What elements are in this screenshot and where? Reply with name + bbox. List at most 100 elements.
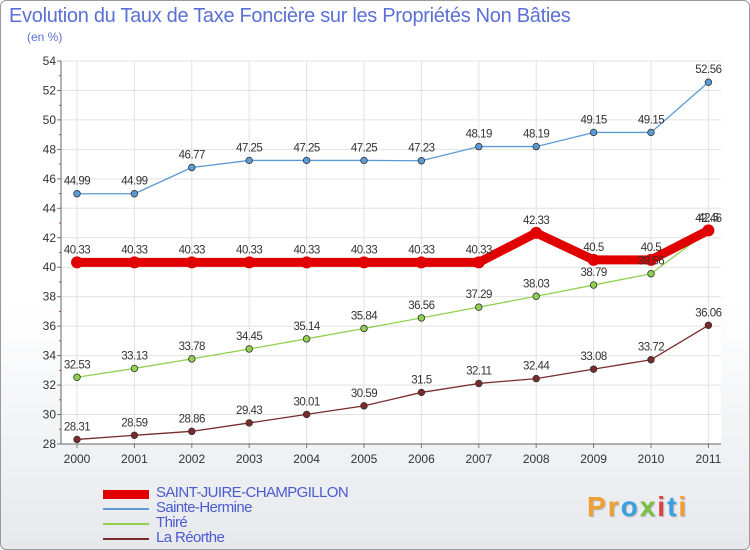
x-tick-label: 2003 [236, 452, 263, 466]
chart-subtitle: (en %) [27, 30, 63, 44]
data-label: 48.19 [523, 129, 549, 141]
data-point [130, 431, 139, 440]
data-point [302, 156, 311, 165]
data-label: 40.33 [351, 244, 377, 256]
data-point [647, 128, 655, 137]
data-point [589, 128, 598, 137]
data-label: 36.56 [408, 300, 434, 312]
data-point [589, 281, 598, 289]
logo-letter: r [607, 491, 621, 522]
logo-letter: o [620, 491, 640, 522]
data-point [417, 314, 426, 322]
data-point [702, 224, 715, 237]
data-label: 30.59 [351, 388, 377, 400]
data-point [530, 226, 543, 239]
y-tick-label: 44 [43, 201, 57, 215]
data-label: 40.33 [236, 244, 262, 256]
data-label: 39.56 [638, 256, 664, 268]
data-label: 40.5 [583, 242, 603, 254]
data-label: 40.5 [641, 242, 661, 254]
y-tick-label: 46 [43, 172, 57, 186]
data-label: 47.25 [293, 142, 319, 154]
x-tick-label: 2010 [638, 452, 665, 466]
data-label: 34.45 [236, 331, 262, 343]
data-point [704, 78, 713, 86]
data-label: 33.08 [580, 351, 606, 363]
data-label: 35.84 [351, 311, 378, 323]
legend-swatch [103, 523, 149, 525]
x-tick-label: 2001 [121, 452, 148, 466]
data-point [360, 324, 368, 333]
x-tick-label: 2002 [178, 452, 205, 466]
data-label: 42.5 [698, 212, 718, 224]
data-label: 40.33 [466, 244, 492, 256]
data-point [71, 256, 83, 269]
data-point [360, 402, 368, 410]
data-point [417, 388, 426, 397]
x-tick-label: 2008 [523, 452, 550, 466]
logo-letter: x [639, 491, 658, 522]
data-point [245, 345, 253, 353]
legend-swatch [103, 508, 149, 510]
y-tick-label: 50 [43, 113, 57, 127]
data-point [589, 365, 598, 373]
series-line-2 [76, 230, 710, 378]
data-label: 28.59 [121, 417, 147, 429]
data-point [360, 156, 368, 165]
data-label: 47.25 [351, 142, 377, 154]
data-point [188, 163, 196, 172]
data-point [587, 253, 600, 266]
data-label: 47.23 [408, 143, 434, 155]
data-label: 33.78 [179, 341, 205, 353]
data-label: 40.33 [64, 244, 90, 256]
x-tick-label: 2006 [408, 452, 435, 466]
data-label: 28.31 [64, 421, 90, 433]
data-point [417, 157, 426, 165]
x-tick-label: 2000 [64, 452, 91, 466]
data-point [302, 335, 311, 343]
line-chart: 28 30 32 34 36 38 40 42 44 46 48 50 52 54 2000 2001 2002… [43, 54, 723, 466]
data-point [704, 321, 713, 329]
data-point [475, 379, 483, 388]
data-label: 33.13 [121, 350, 147, 362]
data-label: 49.15 [638, 114, 664, 126]
series-line-3 [76, 324, 710, 441]
data-point [73, 373, 81, 381]
data-label: 52.56 [695, 64, 721, 76]
data-label: 36.06 [695, 307, 721, 319]
legend-label: SAINT-JUIRE-CHAMPGILLON [156, 484, 349, 501]
y-tick-label: 32 [43, 378, 57, 392]
data-point [300, 256, 313, 269]
data-label: 38.79 [580, 267, 606, 279]
logo-letter: i [678, 491, 689, 522]
data-point [130, 190, 139, 198]
data-point [475, 142, 483, 151]
data-label: 42.46 [695, 213, 721, 225]
y-tick-label: 40 [43, 260, 57, 274]
y-tick-label: 34 [43, 349, 57, 363]
legend-swatch [103, 538, 149, 540]
data-label: 40.33 [293, 244, 319, 256]
data-label: 40.33 [179, 244, 205, 256]
data-label: 49.15 [580, 114, 606, 126]
legend-label: Sainte-Hermine [156, 499, 252, 516]
data-label: 33.72 [638, 342, 664, 354]
data-point [245, 419, 253, 427]
data-label: 47.25 [236, 142, 262, 154]
logo-letter: P [587, 491, 608, 522]
data-label: 29.43 [236, 405, 262, 417]
chart-title: Evolution du Taux de Taxe Foncière sur l… [9, 5, 571, 27]
legend-label: Thiré [156, 514, 188, 531]
data-point [532, 374, 540, 383]
x-tick-label: 2005 [351, 452, 378, 466]
data-label: 35.14 [293, 321, 320, 333]
series-line-0 [72, 225, 713, 267]
data-point [188, 355, 196, 363]
data-point [475, 303, 483, 311]
legend-swatch [103, 489, 149, 499]
data-label: 42.33 [523, 215, 549, 227]
data-label: 38.03 [523, 278, 549, 290]
data-point [128, 256, 141, 269]
data-label: 40.33 [408, 244, 434, 256]
